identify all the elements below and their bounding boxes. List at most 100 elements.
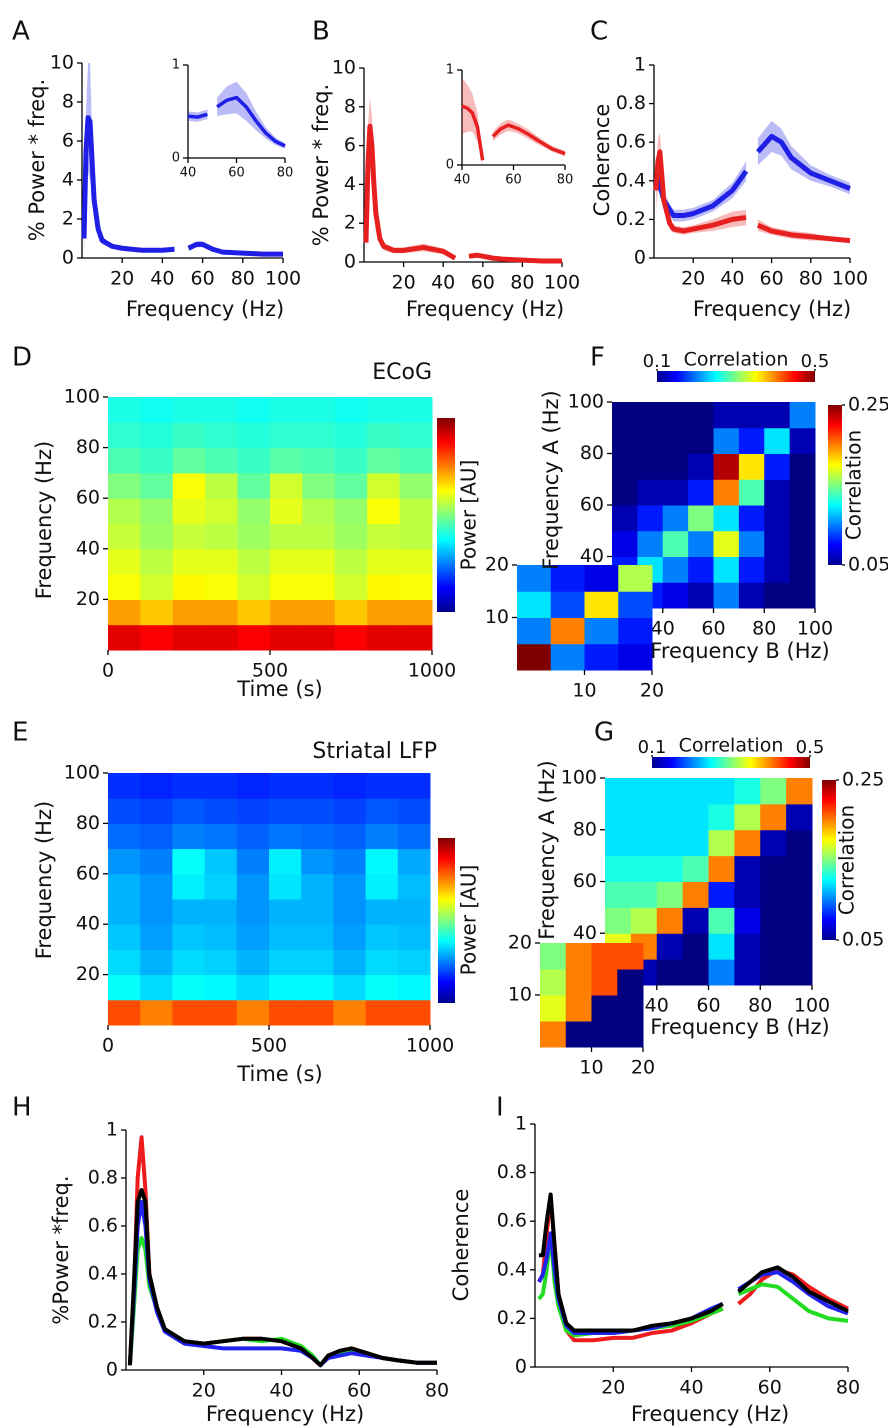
heatmap-cell	[108, 498, 141, 524]
heatmap-cell	[397, 949, 431, 976]
heatmap-cell	[656, 881, 684, 908]
heatmap-cell	[236, 999, 270, 1026]
heatmap-cell	[612, 453, 638, 480]
heatmap-cell	[708, 933, 735, 960]
heatmap-cell	[367, 397, 401, 423]
heatmap-cell	[236, 924, 270, 950]
y-tick-label: 80	[573, 818, 597, 840]
heatmap-cell	[108, 773, 141, 799]
panel-letter: A	[12, 17, 30, 47]
heatmap-cell	[269, 899, 302, 925]
colorbar	[828, 405, 842, 565]
y-tick-label: 60	[573, 870, 597, 892]
heatmap-cell	[365, 899, 399, 925]
heatmap-cell	[786, 881, 813, 908]
error-band	[84, 63, 283, 256]
heatmap-cell	[302, 599, 336, 626]
heatmap-cell	[397, 924, 431, 950]
heatmap-cell	[205, 624, 239, 651]
heatmap-cell	[764, 402, 791, 429]
heatmap-cell	[540, 943, 567, 970]
y-axis-label: Coherence	[449, 1189, 473, 1302]
heatmap-cell	[140, 523, 174, 550]
y-tick-label: 6	[62, 130, 74, 152]
y-tick-label: 10	[332, 57, 356, 79]
heatmap-cell	[237, 422, 271, 449]
heatmap-cell	[108, 899, 141, 925]
heatmap-cell	[334, 472, 368, 499]
heatmap-cell	[612, 479, 638, 506]
heatmap-cell	[550, 643, 585, 671]
x-tick-label: 500	[252, 660, 288, 682]
heatmap-cell	[205, 498, 239, 524]
heatmap-cell	[108, 422, 141, 449]
x-axis-label: Time (s)	[236, 1062, 322, 1086]
heatmap-cell	[789, 427, 816, 454]
heatmap-cell	[365, 798, 399, 824]
heatmap-cell	[540, 969, 567, 996]
y-axis-label: % Power * freq.	[25, 79, 49, 241]
heatmap-cell	[333, 773, 367, 799]
heatmap-cell	[270, 422, 303, 449]
heatmap-cell	[630, 829, 658, 857]
heatmap-cell	[140, 624, 174, 651]
heatmap-cell	[656, 829, 684, 857]
heatmap-cell	[550, 565, 585, 592]
colorbar-tick-label: 0.5	[801, 351, 830, 372]
heatmap-cell	[365, 848, 399, 875]
x-tick-label: 20	[110, 268, 134, 290]
y-tick-label: 0.4	[497, 1258, 527, 1280]
heatmap-cell	[738, 582, 765, 609]
heatmap-cell	[365, 773, 399, 799]
y-tick-label: 2	[62, 208, 74, 230]
heatmap-cell	[764, 453, 791, 480]
heatmap-cell	[205, 574, 239, 600]
heatmap-cell	[617, 969, 644, 996]
heatmap-cell	[334, 574, 368, 600]
heatmap-cell	[270, 548, 303, 575]
heatmap-cell	[334, 548, 368, 575]
y-tick-label: 4	[344, 173, 356, 195]
colorbar	[438, 838, 455, 1003]
heatmap-cell	[204, 773, 238, 799]
heatmap-cell	[108, 397, 141, 423]
heatmap-cell	[682, 829, 709, 857]
heatmap-cell	[637, 505, 664, 532]
heatmap-cell	[760, 855, 787, 882]
x-axis-label: Frequency B (Hz)	[650, 639, 829, 663]
heatmap-cell	[237, 523, 271, 550]
heatmap-cell	[738, 556, 765, 583]
heatmap-cell	[301, 873, 334, 900]
heatmap-cell	[236, 773, 270, 799]
heatmap-cell	[333, 873, 367, 900]
heatmap-cell	[365, 999, 399, 1026]
y-tick-label: 100	[568, 391, 604, 413]
heatmap-cell	[140, 949, 173, 976]
heatmap-cell	[786, 933, 813, 960]
y-tick-label: 0.6	[616, 131, 646, 153]
y-tick-label: 100	[561, 767, 597, 789]
x-tick-label: 60	[191, 268, 215, 290]
heatmap-cell	[204, 873, 238, 900]
heatmap-cell	[764, 556, 791, 583]
heatmap-cell	[708, 959, 735, 986]
heatmap-cell	[140, 548, 174, 575]
heatmap-cell	[789, 453, 816, 480]
heatmap-cell	[108, 823, 141, 850]
heatmap-cell	[591, 969, 618, 996]
panel-letter: C	[590, 17, 608, 47]
heatmap-cell	[682, 855, 709, 882]
heatmap-cell	[301, 924, 334, 950]
y-tick-label: 10	[485, 606, 509, 628]
heatmap-cell	[172, 848, 206, 875]
heatmap-cell	[517, 591, 552, 618]
colorbar-label: Power [AU]	[457, 865, 481, 976]
heatmap-cell	[270, 397, 303, 423]
heatmap-cell	[236, 974, 270, 1001]
heatmap-cell	[760, 933, 787, 960]
heatmap-cell	[269, 823, 302, 850]
y-tick-label: 0	[172, 151, 180, 166]
heatmap-cell	[713, 479, 740, 506]
heatmap-cell	[688, 505, 714, 532]
heatmap-cell	[172, 548, 206, 575]
